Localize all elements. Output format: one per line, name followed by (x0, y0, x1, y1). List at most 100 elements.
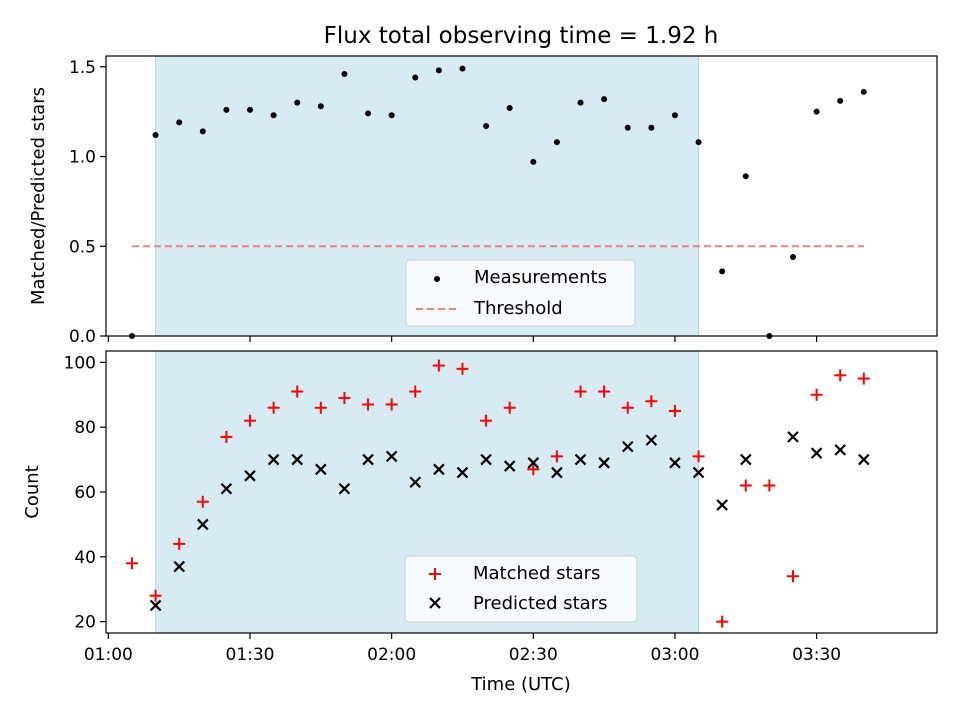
legend-measurements-marker (434, 276, 440, 282)
measurement-point (553, 139, 560, 146)
matched-star-point (149, 589, 162, 602)
predicted-star-point (456, 466, 469, 479)
predicted-star-point (149, 599, 162, 612)
predicted-star-point (551, 466, 563, 479)
measurement-point (506, 105, 513, 112)
matched-star-point (314, 401, 327, 414)
predicted-star-point (197, 518, 209, 531)
chart-title: Flux total observing time = 1.92 h (324, 23, 719, 49)
measurement-point (270, 112, 277, 119)
matched-star-point (645, 395, 658, 408)
y-tick-label: 0.5 (69, 237, 96, 257)
top-panel: 0.0 0.5 1.0 1.5 Matched/Predicted stars Mea… (28, 55, 938, 347)
measurement-point (317, 103, 324, 110)
matched-star-point (338, 392, 351, 404)
x-tick-label: 01:00 (84, 645, 133, 665)
predicted-star-point (669, 457, 681, 469)
predicted-star-point (716, 499, 728, 511)
x-tick-label: 03:00 (650, 645, 699, 665)
predicted-star-point (574, 453, 587, 466)
predicted-star-point (385, 450, 398, 463)
bottom-ylabel: Count (22, 465, 43, 518)
matched-star-point (598, 385, 611, 398)
measurement-point (695, 139, 702, 146)
matched-star-point (432, 359, 445, 372)
matched-star-point (362, 398, 375, 411)
predicted-star-point (480, 453, 492, 466)
predicted-star-point (409, 476, 422, 489)
bottom-panel: 20 40 60 80 100 01:00 01:30 02:00 02:30 03:00 03:… (22, 350, 938, 695)
top-xticks (107, 336, 818, 342)
measurement-point (789, 254, 796, 261)
matched-star-point (267, 401, 280, 414)
measurement-point (365, 110, 372, 117)
predicted-star-point (739, 453, 752, 466)
measurement-point (577, 99, 584, 106)
measurement-point (176, 119, 183, 126)
x-tick-label: 02:30 (509, 645, 558, 665)
y-tick-label: 80 (74, 418, 96, 438)
predicted-star-point (244, 470, 256, 482)
matched-star-point (834, 369, 847, 382)
measurement-point (459, 65, 466, 72)
x-tick-label: 02:00 (367, 645, 416, 665)
predicted-star-point (621, 440, 634, 453)
predicted-star-point (173, 560, 185, 573)
predicted-star-point (291, 453, 304, 466)
matched-star-point (810, 388, 823, 401)
matched-star-point (763, 479, 776, 492)
predicted-star-point (362, 453, 374, 466)
measurement-point (624, 124, 631, 131)
matched-star-point (574, 385, 587, 398)
bottom-points-layer (125, 359, 870, 628)
y-tick-label: 0.0 (69, 327, 96, 347)
matched-star-point (716, 615, 729, 628)
measurement-point (813, 108, 820, 115)
top-ylabel: Matched/Predicted stars (28, 87, 49, 305)
bottom-legend-box (404, 555, 638, 623)
measurement-point (530, 158, 537, 165)
top-yticks: 0.0 0.5 1.0 1.5 (69, 58, 106, 347)
matched-star-point (786, 570, 799, 583)
matched-star-point (409, 385, 422, 398)
measurement-point (648, 124, 655, 131)
measurement-point (671, 112, 678, 119)
matched-star-point (668, 404, 681, 417)
bottom-yticks: 20 40 60 80 100 (64, 353, 106, 633)
bottom-legend: Matched stars Predicted stars (404, 555, 638, 623)
predicted-star-point (598, 457, 610, 469)
y-tick-label: 40 (74, 548, 96, 568)
y-tick-label: 60 (74, 483, 96, 503)
matched-star-point (550, 450, 563, 463)
matched-star-point (196, 495, 209, 508)
matched-star-point (220, 430, 233, 443)
y-tick-label: 1.5 (69, 58, 96, 78)
predicted-star-point (527, 457, 540, 469)
predicted-star-point (338, 482, 351, 495)
measurement-point (742, 173, 749, 180)
measurement-point (341, 70, 348, 77)
top-points-layer (128, 65, 867, 339)
measurement-point (388, 112, 395, 119)
legend-predicted-marker (429, 597, 441, 609)
x-tick-label: 01:30 (226, 645, 275, 665)
measurement-point (247, 106, 254, 113)
bottom-xticks: 01:00 01:30 02:00 02:30 03:00 03:30 (84, 633, 841, 665)
measurement-point (483, 123, 490, 129)
y-tick-label: 100 (64, 353, 96, 373)
predicted-star-point (787, 431, 799, 443)
matched-star-point (739, 479, 752, 492)
measurement-point (294, 99, 301, 106)
matched-star-point (244, 414, 257, 427)
measurement-point (152, 131, 159, 138)
x-tick-label: 03:30 (792, 645, 841, 665)
measurement-point (837, 97, 844, 104)
measurement-point (719, 268, 726, 275)
measurement-point (860, 88, 867, 95)
y-tick-label: 1.0 (69, 148, 96, 168)
predicted-star-point (220, 482, 233, 495)
predicted-star-point (267, 453, 280, 466)
matched-star-point (456, 362, 469, 375)
matched-star-point (621, 401, 634, 414)
